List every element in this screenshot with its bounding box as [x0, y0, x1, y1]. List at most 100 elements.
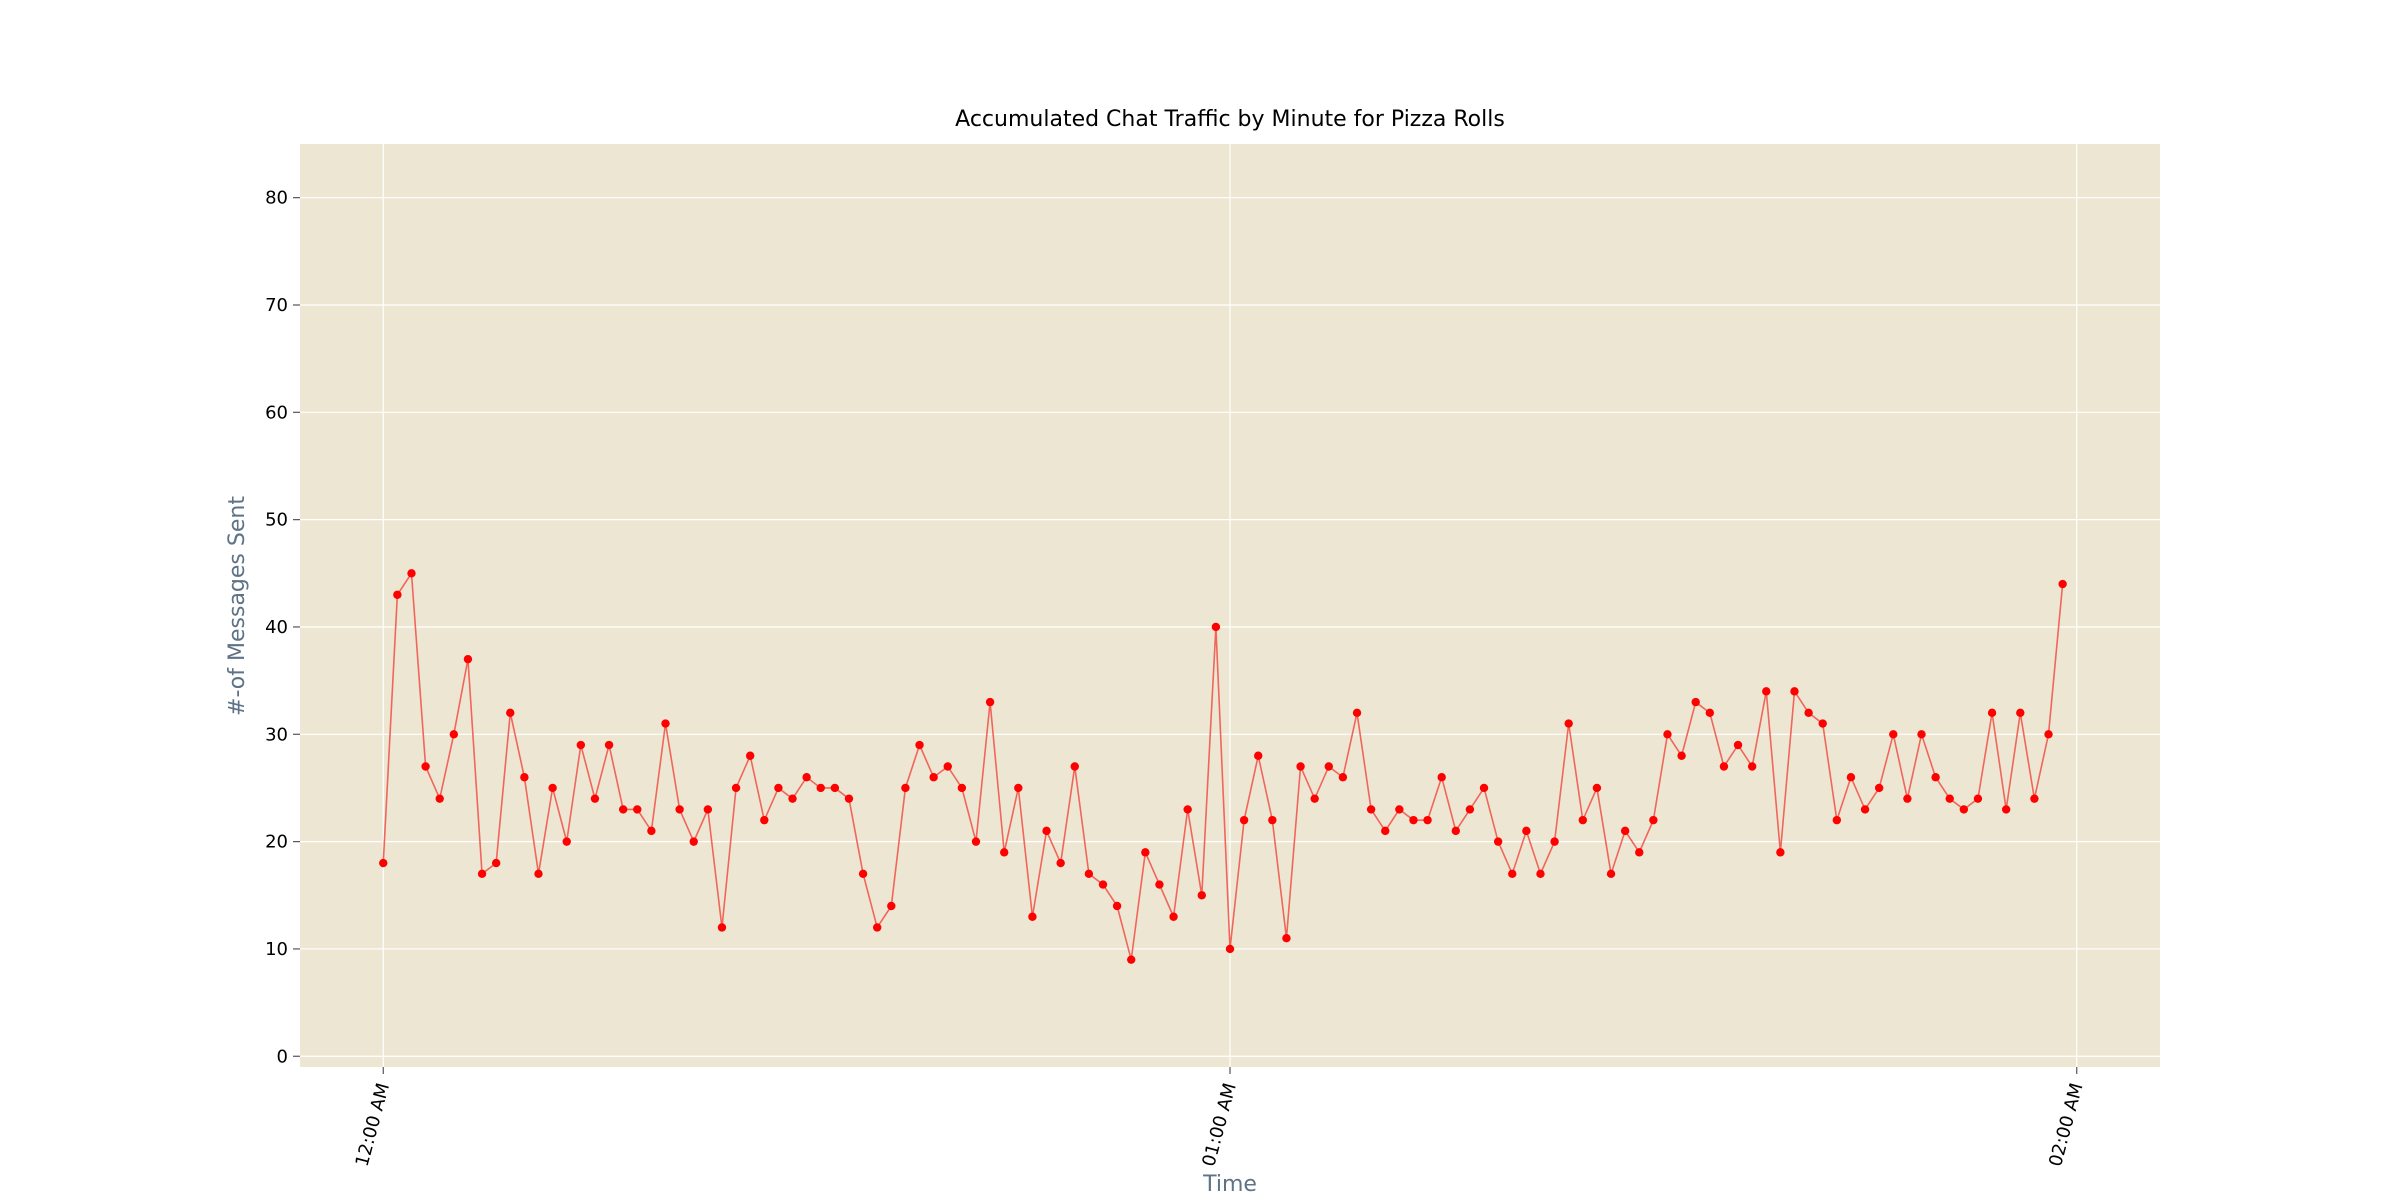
data-point	[1000, 848, 1009, 857]
y-tick-label: 30	[265, 724, 288, 745]
data-point	[1945, 794, 1954, 803]
data-point	[1677, 751, 1686, 760]
data-point	[576, 740, 586, 750]
data-point	[1014, 783, 1023, 793]
data-point	[915, 740, 924, 750]
y-tick-label: 80	[265, 188, 288, 209]
data-point	[1846, 773, 1856, 782]
data-point	[1197, 891, 1206, 900]
data-point	[1465, 805, 1475, 814]
data-point	[520, 773, 529, 782]
x-tick-label: 02:00 AM	[2045, 1081, 2087, 1169]
data-point	[1550, 837, 1559, 846]
data-point	[1451, 826, 1460, 836]
data-point	[379, 858, 388, 868]
data-point	[1973, 794, 1983, 803]
y-axis-label: #-of Messages Sent	[225, 496, 250, 716]
data-point	[675, 805, 684, 814]
data-point	[1776, 848, 1785, 857]
data-point	[393, 590, 402, 599]
data-point	[1437, 773, 1446, 782]
data-point	[2016, 708, 2025, 718]
data-point	[1098, 880, 1108, 889]
y-tick-label: 10	[265, 939, 288, 960]
data-point	[1282, 934, 1291, 943]
data-point	[604, 740, 614, 750]
data-point	[1804, 708, 1813, 718]
data-point	[506, 708, 515, 718]
data-point	[1127, 955, 1136, 964]
y-tick-label: 60	[265, 402, 288, 423]
data-point	[1508, 869, 1517, 879]
data-point	[1028, 912, 1037, 921]
data-point	[2058, 579, 2067, 589]
data-point	[844, 794, 854, 803]
data-point	[731, 783, 741, 793]
data-point	[463, 654, 473, 664]
data-point	[760, 815, 769, 825]
data-point	[1832, 815, 1842, 825]
data-point	[1691, 697, 1700, 707]
data-point	[1268, 815, 1277, 825]
data-point	[548, 783, 557, 793]
y-tick-label: 0	[277, 1046, 288, 1067]
data-point	[2044, 730, 2053, 739]
y-tick-label: 20	[265, 832, 288, 853]
data-point	[1606, 869, 1616, 879]
data-point	[745, 751, 755, 760]
data-point	[703, 805, 713, 814]
data-point	[1155, 880, 1164, 889]
data-point	[1409, 815, 1418, 825]
data-point	[858, 869, 868, 879]
data-point	[830, 783, 840, 793]
data-point	[1917, 730, 1926, 739]
data-point	[449, 730, 459, 739]
data-point	[661, 719, 670, 728]
data-point	[1423, 815, 1432, 825]
data-point	[491, 858, 501, 868]
data-point	[1395, 805, 1404, 814]
data-point	[1649, 815, 1658, 825]
data-point	[1042, 826, 1051, 836]
data-point	[802, 773, 811, 782]
data-point	[1296, 762, 1305, 771]
data-point	[1522, 826, 1531, 836]
data-point	[1747, 762, 1757, 771]
data-point	[1084, 869, 1094, 879]
y-tick-label: 70	[265, 295, 288, 316]
x-axis-ticks: 12:00 AM 01:00 AM 02:00 AM	[352, 1067, 2088, 1169]
series-line	[382, 570, 2064, 960]
data-point	[1338, 773, 1348, 782]
y-tick-label: 40	[265, 617, 288, 638]
data-point	[1874, 783, 1884, 793]
data-point	[1762, 687, 1771, 696]
x-axis-label: Time	[1202, 1172, 1257, 1197]
y-tick-label: 50	[265, 510, 288, 531]
data-point	[618, 805, 628, 814]
data-points	[379, 569, 2067, 964]
data-point	[1931, 773, 1940, 782]
data-point	[816, 783, 825, 793]
data-point	[1254, 751, 1263, 760]
data-point	[901, 783, 910, 793]
data-point	[590, 794, 600, 803]
data-point	[1889, 730, 1898, 739]
data-point	[1493, 837, 1503, 846]
data-point	[1056, 858, 1065, 868]
data-point	[985, 697, 995, 707]
data-point	[689, 837, 698, 846]
data-point	[1719, 762, 1729, 771]
data-point	[1564, 719, 1573, 728]
data-point	[1183, 805, 1192, 814]
data-point	[407, 569, 416, 578]
data-point	[647, 826, 656, 836]
data-point	[971, 837, 981, 846]
data-point	[1169, 912, 1178, 921]
data-point	[1070, 762, 1079, 771]
data-point	[957, 783, 967, 793]
data-point	[774, 783, 783, 793]
data-point	[1225, 944, 1235, 954]
data-point	[1352, 708, 1362, 718]
data-point	[633, 805, 642, 814]
